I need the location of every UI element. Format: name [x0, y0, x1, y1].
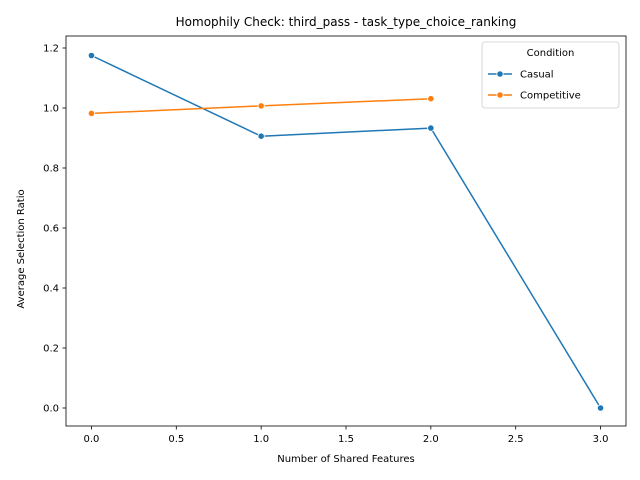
x-tick-label: 2.0 [423, 434, 439, 445]
series-layer [87, 51, 605, 412]
data-point-competitive [257, 102, 265, 110]
legend-label-competitive: Competitive [520, 91, 581, 102]
y-tick-label: 1.2 [43, 44, 59, 55]
data-point-casual [427, 124, 435, 132]
y-tick-label: 0.8 [43, 164, 59, 175]
chart-title: Homophily Check: third_pass - task_type_… [176, 15, 517, 29]
data-point-casual [87, 51, 96, 60]
y-tick-label: 0.0 [43, 404, 59, 415]
legend: Condition Casual Competitive [481, 41, 620, 109]
y-axis-label: Average Selection Ratio [16, 189, 27, 308]
legend-title: Condition [527, 48, 575, 59]
y-axis-ticks: 0.0 0.2 0.4 0.6 0.8 1.0 1.2 [43, 44, 66, 415]
y-tick-label: 0.2 [43, 344, 59, 355]
x-tick-label: 0.5 [168, 434, 184, 445]
data-point-casual [596, 404, 605, 412]
x-tick-label: 3.0 [593, 434, 609, 445]
legend-label-casual: Casual [520, 70, 554, 81]
data-point-competitive [427, 95, 435, 103]
x-tick-label: 2.5 [508, 434, 524, 445]
series-line-casual [91, 54, 602, 409]
legend-marker-casual [496, 70, 504, 78]
data-point-competitive [87, 109, 96, 118]
y-tick-label: 0.4 [43, 284, 59, 295]
legend-box [481, 41, 620, 109]
y-tick-label: 1.0 [43, 104, 59, 115]
x-tick-label: 0.0 [84, 434, 100, 445]
x-tick-label: 1.5 [338, 434, 354, 445]
x-axis-label: Number of Shared Features [277, 454, 415, 465]
x-tick-label: 1.0 [253, 434, 269, 445]
x-axis-ticks: 0.0 0.5 1.0 1.5 2.0 2.5 3.0 [84, 426, 609, 445]
y-tick-label: 0.6 [43, 224, 59, 235]
legend-marker-competitive [496, 91, 504, 99]
data-point-casual [257, 132, 265, 140]
